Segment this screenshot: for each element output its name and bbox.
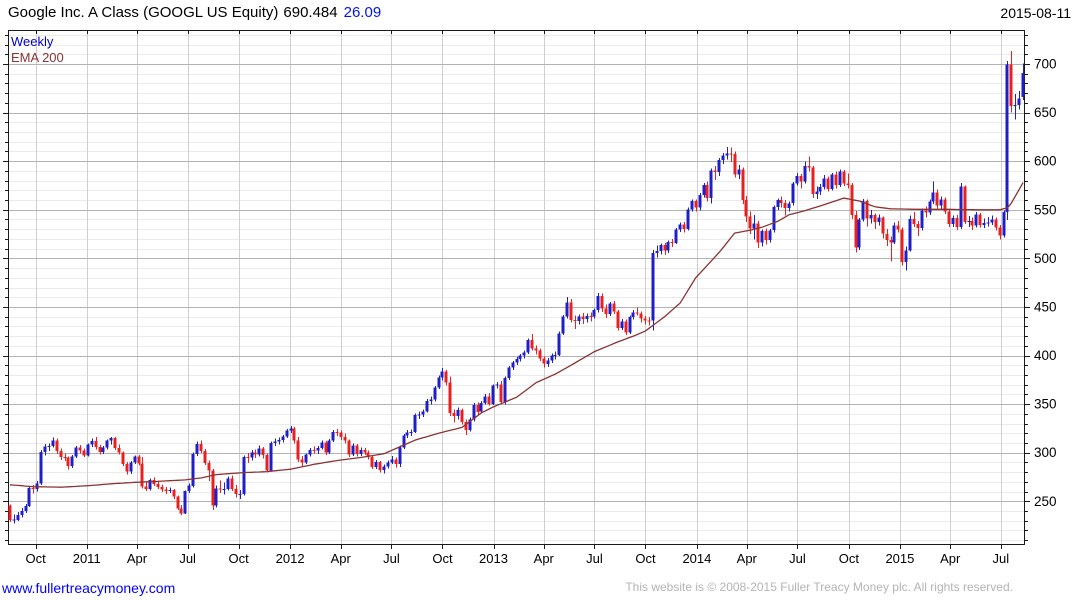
svg-text:Oct: Oct <box>432 551 453 566</box>
svg-text:Jul: Jul <box>179 551 196 566</box>
as-of-date: 2015-08-11 <box>1000 5 1071 21</box>
svg-text:250: 250 <box>1034 494 1057 509</box>
legend-interval: Weekly <box>11 34 54 49</box>
svg-text:Apr: Apr <box>331 551 352 566</box>
instrument-title: Google Inc. A Class (GOOGL US Equity) <box>8 4 279 21</box>
svg-text:400: 400 <box>1034 348 1057 363</box>
svg-text:Oct: Oct <box>229 551 250 566</box>
svg-text:2014: 2014 <box>682 551 711 566</box>
svg-text:2012: 2012 <box>276 551 305 566</box>
svg-text:Jul: Jul <box>383 551 400 566</box>
page-title: Google Inc. A Class (GOOGL US Equity) 690… <box>8 4 381 21</box>
svg-text:500: 500 <box>1034 251 1057 266</box>
svg-text:300: 300 <box>1034 445 1057 460</box>
svg-text:2015: 2015 <box>885 551 914 566</box>
svg-text:650: 650 <box>1034 105 1057 120</box>
footer-link[interactable]: www.fullertreacymoney.com <box>2 580 176 596</box>
svg-text:Jul: Jul <box>586 551 603 566</box>
svg-text:550: 550 <box>1034 202 1057 217</box>
svg-text:Oct: Oct <box>839 551 860 566</box>
svg-text:450: 450 <box>1034 299 1057 314</box>
svg-text:350: 350 <box>1034 397 1057 412</box>
copyright-text: This website is © 2008-2015 Fuller Treac… <box>625 580 1013 594</box>
svg-text:Apr: Apr <box>737 551 758 566</box>
svg-text:Apr: Apr <box>534 551 555 566</box>
svg-text:2013: 2013 <box>479 551 508 566</box>
svg-text:700: 700 <box>1034 57 1057 72</box>
svg-text:Apr: Apr <box>127 551 148 566</box>
legend-ema: EMA 200 <box>11 50 64 65</box>
svg-text:2011: 2011 <box>73 551 101 566</box>
svg-text:Oct: Oct <box>26 551 47 566</box>
svg-text:Jul: Jul <box>789 551 806 566</box>
svg-text:Apr: Apr <box>940 551 961 566</box>
last-price: 690.484 <box>283 4 338 21</box>
svg-text:600: 600 <box>1034 154 1057 169</box>
svg-text:Oct: Oct <box>635 551 656 566</box>
svg-text:Jul: Jul <box>993 551 1010 566</box>
change-value: 26.09 <box>343 4 382 21</box>
